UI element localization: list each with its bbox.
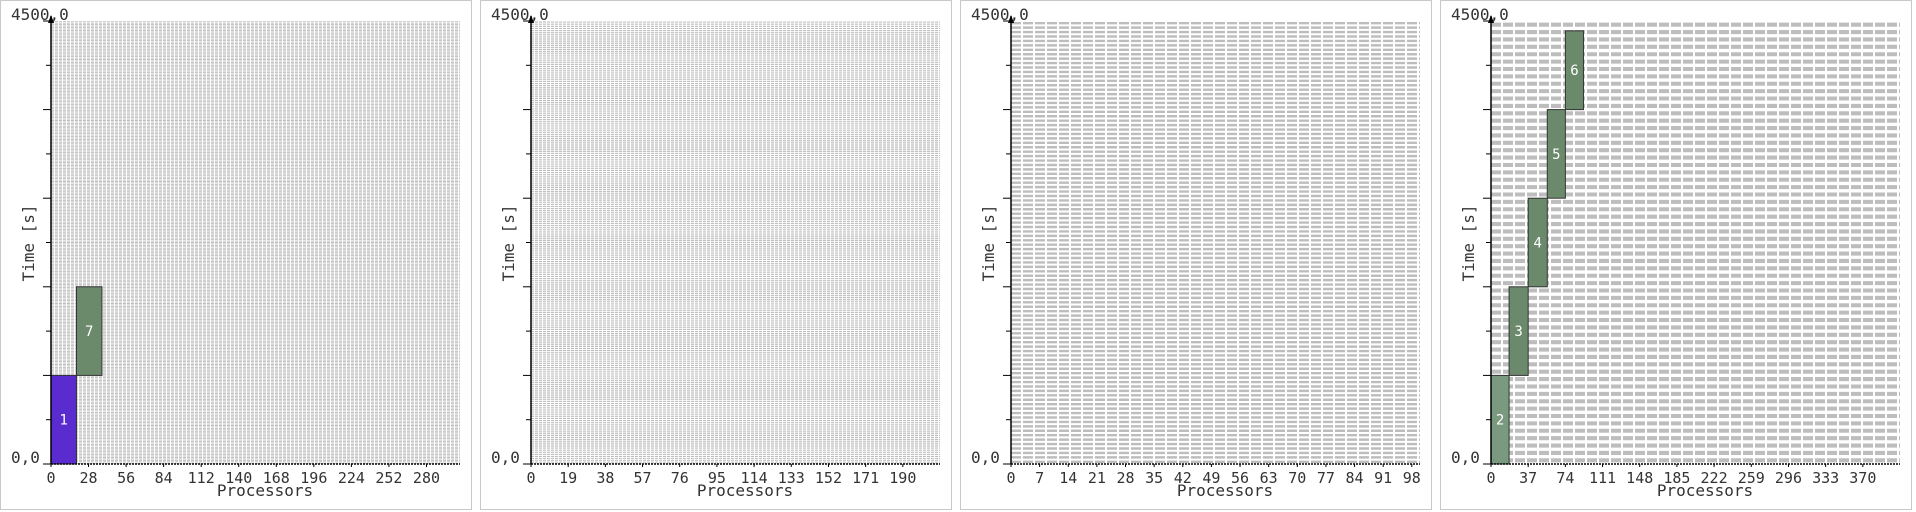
x-tick-label: 370 — [1849, 469, 1876, 487]
x-tick-label: 224 — [338, 469, 365, 487]
job-block — [1564, 30, 1584, 111]
job-label: 7 — [85, 324, 93, 340]
y-max-label: 4500,0 — [491, 5, 549, 24]
x-tick-label: 280 — [413, 469, 440, 487]
job-label: 4 — [1534, 236, 1542, 252]
y-axis-title: Time [s] — [1459, 204, 1478, 281]
x-tick-label: 35 — [1145, 469, 1163, 487]
chart-svg-4: 2 3 4 5 6 0 37 74 111 148 185 222 259 296 333 370 4500,0… — [1451, 5, 1900, 500]
job-block — [1508, 286, 1529, 376]
x-tick-label: 76 — [671, 469, 689, 487]
x-tick-label: 63 — [1260, 469, 1278, 487]
chart-svg-2: 0 19 38 57 76 95 114 133 152 171 190 4500,0 0,0 Proce… — [491, 5, 940, 500]
x-tick-label: 0 — [1006, 469, 1015, 487]
x-axis-title: Processors — [1657, 481, 1753, 500]
job-block — [1527, 197, 1548, 288]
x-axis-title: Processors — [217, 481, 313, 500]
x-tick-label: 56 — [117, 469, 135, 487]
x-tick-label: 77 — [1317, 469, 1335, 487]
job-label: 6 — [1570, 63, 1578, 79]
chart-svg-1: 1 7 0 28 56 84 112 140 168 196 224 252 280 4500,0 0,0 P… — [11, 5, 460, 500]
x-tick-label: 333 — [1812, 469, 1839, 487]
job-label: 5 — [1552, 147, 1560, 163]
chart-panel-1: 1 7 0 28 56 84 112 140 168 196 224 252 280 4500,0 0,0 P… — [0, 0, 472, 510]
x-tick-label: 74 — [1556, 469, 1574, 487]
chart-svg-3: 0 7 14 21 28 35 42 49 56 63 70 77 84 91 98 4500,0 0,0 Pro… — [971, 5, 1421, 500]
processor-grid — [1011, 21, 1420, 464]
x-tick-label: 70 — [1288, 469, 1306, 487]
x-tick-label: 112 — [188, 469, 215, 487]
processor-grid — [51, 21, 460, 464]
x-tick-label: 84 — [155, 469, 173, 487]
x-tick-label: 111 — [1589, 469, 1616, 487]
y-max-label: 4500,0 — [1451, 5, 1509, 24]
y-axis-title: Time [s] — [979, 204, 998, 281]
x-tick-label: 37 — [1519, 469, 1537, 487]
job-block — [1546, 109, 1566, 199]
x-tick-label: 21 — [1088, 469, 1106, 487]
x-tick-label: 114 — [741, 469, 768, 487]
x-tick-label: 98 — [1403, 469, 1421, 487]
job-label: 2 — [1496, 413, 1504, 429]
x-tick-label: 28 — [1116, 469, 1134, 487]
x-tick-label: 56 — [1231, 469, 1249, 487]
y-axis-title: Time [s] — [499, 204, 518, 281]
x-tick-label: 28 — [80, 469, 98, 487]
job-label: 1 — [60, 413, 68, 429]
x-tick-label: 140 — [225, 469, 252, 487]
processor-grid — [1491, 22, 1900, 463]
x-tick-label: 49 — [1202, 469, 1220, 487]
x-tick-label: 7 — [1035, 469, 1044, 487]
x-tick-label: 252 — [375, 469, 402, 487]
x-tick-label: 190 — [889, 469, 916, 487]
y-min-label: 0,0 — [971, 448, 1000, 467]
x-tick-label: 168 — [263, 469, 290, 487]
y-min-label: 0,0 — [491, 448, 520, 467]
x-tick-label: 0 — [526, 469, 535, 487]
x-tick-label: 42 — [1174, 469, 1192, 487]
y-axis-title: Time [s] — [19, 204, 38, 281]
x-tick-label: 14 — [1059, 469, 1077, 487]
job-block — [75, 286, 103, 376]
chart-panel-4: 2 3 4 5 6 0 37 74 111 148 185 222 259 296 333 370 4500,0… — [1440, 0, 1912, 510]
x-tick-label: 185 — [1663, 469, 1690, 487]
x-tick-label: 133 — [778, 469, 805, 487]
x-tick-label: 152 — [815, 469, 842, 487]
x-tick-label: 57 — [634, 469, 652, 487]
x-tick-label: 222 — [1701, 469, 1728, 487]
x-axis-title: Processors — [1177, 481, 1273, 500]
job-label: 3 — [1514, 324, 1522, 340]
y-max-label: 4500,0 — [971, 5, 1029, 24]
x-tick-label: 148 — [1626, 469, 1653, 487]
y-max-label: 4500,0 — [11, 5, 69, 24]
processor-grid — [531, 21, 940, 464]
x-tick-label: 0 — [46, 469, 55, 487]
x-tick-label: 171 — [852, 469, 879, 487]
x-axis-title: Processors — [697, 481, 793, 500]
x-tick-label: 259 — [1738, 469, 1765, 487]
chart-panel-2: 0 19 38 57 76 95 114 133 152 171 190 4500,0 0,0 Proce… — [480, 0, 952, 510]
x-tick-label: 91 — [1374, 469, 1392, 487]
x-tick-label: 196 — [300, 469, 327, 487]
x-tick-label: 84 — [1346, 469, 1364, 487]
chart-panel-3: 0 7 14 21 28 35 42 49 56 63 70 77 84 91 98 4500,0 0,0 Pro… — [960, 0, 1432, 510]
x-tick-label: 296 — [1775, 469, 1802, 487]
y-min-label: 0,0 — [11, 448, 40, 467]
x-tick-label: 38 — [596, 469, 614, 487]
y-min-label: 0,0 — [1451, 448, 1480, 467]
x-tick-label: 0 — [1486, 469, 1495, 487]
x-tick-label: 19 — [559, 469, 577, 487]
x-tick-label: 95 — [708, 469, 726, 487]
